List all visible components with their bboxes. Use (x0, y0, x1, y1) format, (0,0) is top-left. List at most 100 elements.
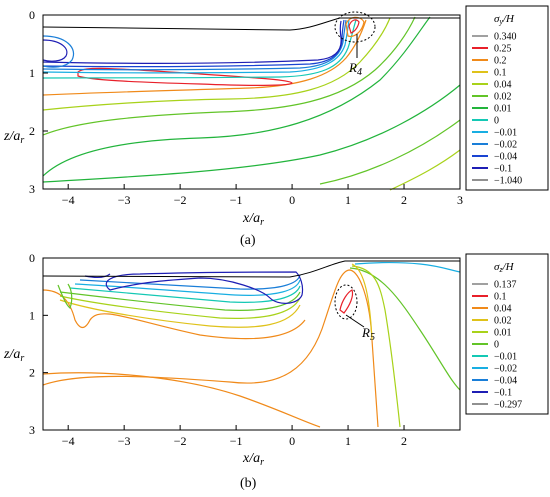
contour-a-deep-1 (42, 84, 461, 183)
panel-b-ytick-label: 2 (29, 366, 35, 380)
contour-a-left-loop2 (42, 35, 75, 68)
panel-b-surface (42, 260, 460, 278)
panel-a-surface (42, 17, 460, 31)
contour-b-neg01 (105, 271, 304, 304)
panel-b-legend-label: 0 (494, 340, 499, 351)
panel-a-xtick-label: −1 (230, 193, 243, 207)
contour-b-left-1 (57, 283, 73, 309)
panel-a-ytick-label: 0 (29, 8, 35, 22)
panel-b-r5-leader (345, 314, 365, 328)
panel-b-frame (42, 257, 461, 431)
panel-b-ytick-label: 3 (29, 423, 35, 437)
panel-b-legend-label: −0.297 (494, 400, 522, 411)
panel-b: R5 −4 −3 −2 −1 0 1 2 0 1 2 3 z/ar x/ar (b) σz/H 0.1… (3, 251, 549, 491)
panel-b-legend-label: −0.02 (494, 364, 517, 375)
panel-b-ylabel: z/ar (3, 347, 24, 364)
panel-b-xtick-label: −2 (174, 434, 187, 448)
panel-a-ytick-label: 2 (29, 124, 35, 138)
contour-a-0p01 (42, 16, 431, 177)
panel-a-xtick-label: 1 (345, 193, 351, 207)
panel-b-xtick-label: 2 (401, 434, 407, 448)
panel-a-ytick-label: 3 (29, 182, 35, 196)
panel-a-legend-label: 0.01 (494, 104, 512, 115)
panel-a-legend-label: −0.01 (494, 128, 517, 139)
panel-a-legend-label: 0.1 (494, 68, 507, 79)
panel-b-legend-label: −0.01 (494, 352, 517, 363)
contour-b-0p01 (59, 295, 301, 319)
contour-b-right-4 (354, 261, 461, 273)
panel-a-legend: σy/H0.3400.250.20.10.040.020.010−0.01−0.… (465, 5, 549, 191)
panel-a-legend-label: 0.2 (494, 56, 507, 67)
panel-b-r5-circle (334, 284, 358, 320)
contour-a-r4b (345, 16, 365, 37)
panel-a-legend-label: 0.340 (494, 32, 517, 43)
panel-a-legend-label: 0.25 (494, 44, 512, 55)
panel-a-ylabel: z/ar (3, 129, 24, 146)
contour-a-neg001 (42, 19, 350, 74)
panel-a-r4-circle (334, 11, 376, 43)
contour-a-deep-2 (319, 119, 461, 185)
panel-b-xtick-label: −1 (230, 434, 243, 448)
panel-b-legend-label: 0.02 (494, 316, 512, 327)
contour-b-0p1 (42, 289, 306, 340)
panel-b-legend-title: σz/H (494, 261, 515, 274)
panel-a-legend-label: −0.02 (494, 140, 517, 151)
contour-a-deep-3 (389, 149, 461, 191)
panel-a-caption: (a) (240, 233, 256, 248)
contour-b-right-3 (351, 263, 373, 341)
panel-a-xtick-label: −4 (62, 193, 75, 207)
panel-a-legend-label: 0.04 (494, 80, 512, 91)
panel-b-xtick-label: −3 (118, 434, 131, 448)
contour-a-left-loop (42, 39, 68, 62)
panel-b-ticks: −4 −3 −2 −1 0 1 2 0 1 2 3 (29, 251, 407, 448)
panel-b-legend-label: 0.137 (494, 280, 517, 291)
panel-b-legend-label: −0.04 (494, 376, 517, 387)
panel-a-xtick-label: 0 (289, 193, 295, 207)
panel-a-legend-label: −0.04 (494, 152, 517, 163)
contour-a-0p02 (42, 16, 416, 136)
panel-a-frame (42, 14, 461, 190)
contour-a-0p04 (42, 17, 391, 111)
panel-a-legend-label: −1.040 (494, 176, 522, 187)
contour-a-r4 (348, 19, 360, 34)
panel-a-ticks: −4 −3 −2 −1 0 1 2 3 0 1 2 3 (29, 8, 463, 207)
panel-b-ytick-label: 1 (29, 308, 35, 322)
panel-b-caption: (b) (240, 476, 257, 491)
contour-b-neg001 (69, 285, 301, 303)
panel-b-xtick-label: 0 (289, 434, 295, 448)
panel-a-legend-label: −0.1 (494, 164, 512, 175)
panel-a-legend-label: 0.02 (494, 92, 512, 103)
panel-b-legend-label: 0.01 (494, 328, 512, 339)
contour-b-neg002 (74, 279, 301, 296)
panel-b-legend-label: 0.1 (494, 292, 507, 303)
panel-b-xtick-label: 1 (345, 434, 351, 448)
panel-a-legend-title: σy/H (494, 13, 515, 26)
panel-a-xtick-label: −2 (174, 193, 187, 207)
panel-a-contours (42, 16, 461, 191)
panel-b-legend-label: −0.1 (494, 388, 512, 399)
panel-b-xtick-label: −4 (62, 434, 75, 448)
panel-a-ytick-label: 1 (29, 66, 35, 80)
panel-a-xtick-label: 3 (457, 193, 463, 207)
contour-b-right-2 (351, 265, 401, 428)
panel-b-legend: σz/H 0.1370.10.040.020.010−0.01−0.02−0.04… (465, 253, 549, 415)
panel-b-ytick-label: 0 (29, 251, 35, 265)
panel-a-legend-label: 0 (494, 116, 499, 127)
contour-a-0p1 (42, 19, 367, 96)
contour-a-neg004 (42, 19, 345, 68)
contour-b-0p02 (59, 299, 301, 328)
panel-b-contours (42, 261, 461, 428)
panel-b-xlabel: x/ar (242, 451, 264, 468)
panel-b-legend-box (465, 253, 549, 415)
contour-a-neg01 (42, 20, 342, 64)
contour-b-neg004 (79, 274, 301, 290)
panel-a-xlabel: x/ar (242, 211, 264, 228)
contour-a-0 (42, 19, 357, 79)
panel-b-legend-label: 0.04 (494, 304, 512, 315)
contour-b-deep (42, 372, 321, 428)
contour-b-r5 (339, 289, 354, 314)
panel-b-r5-label: R5 (361, 325, 375, 343)
contour-b-neg01-b (84, 273, 111, 278)
